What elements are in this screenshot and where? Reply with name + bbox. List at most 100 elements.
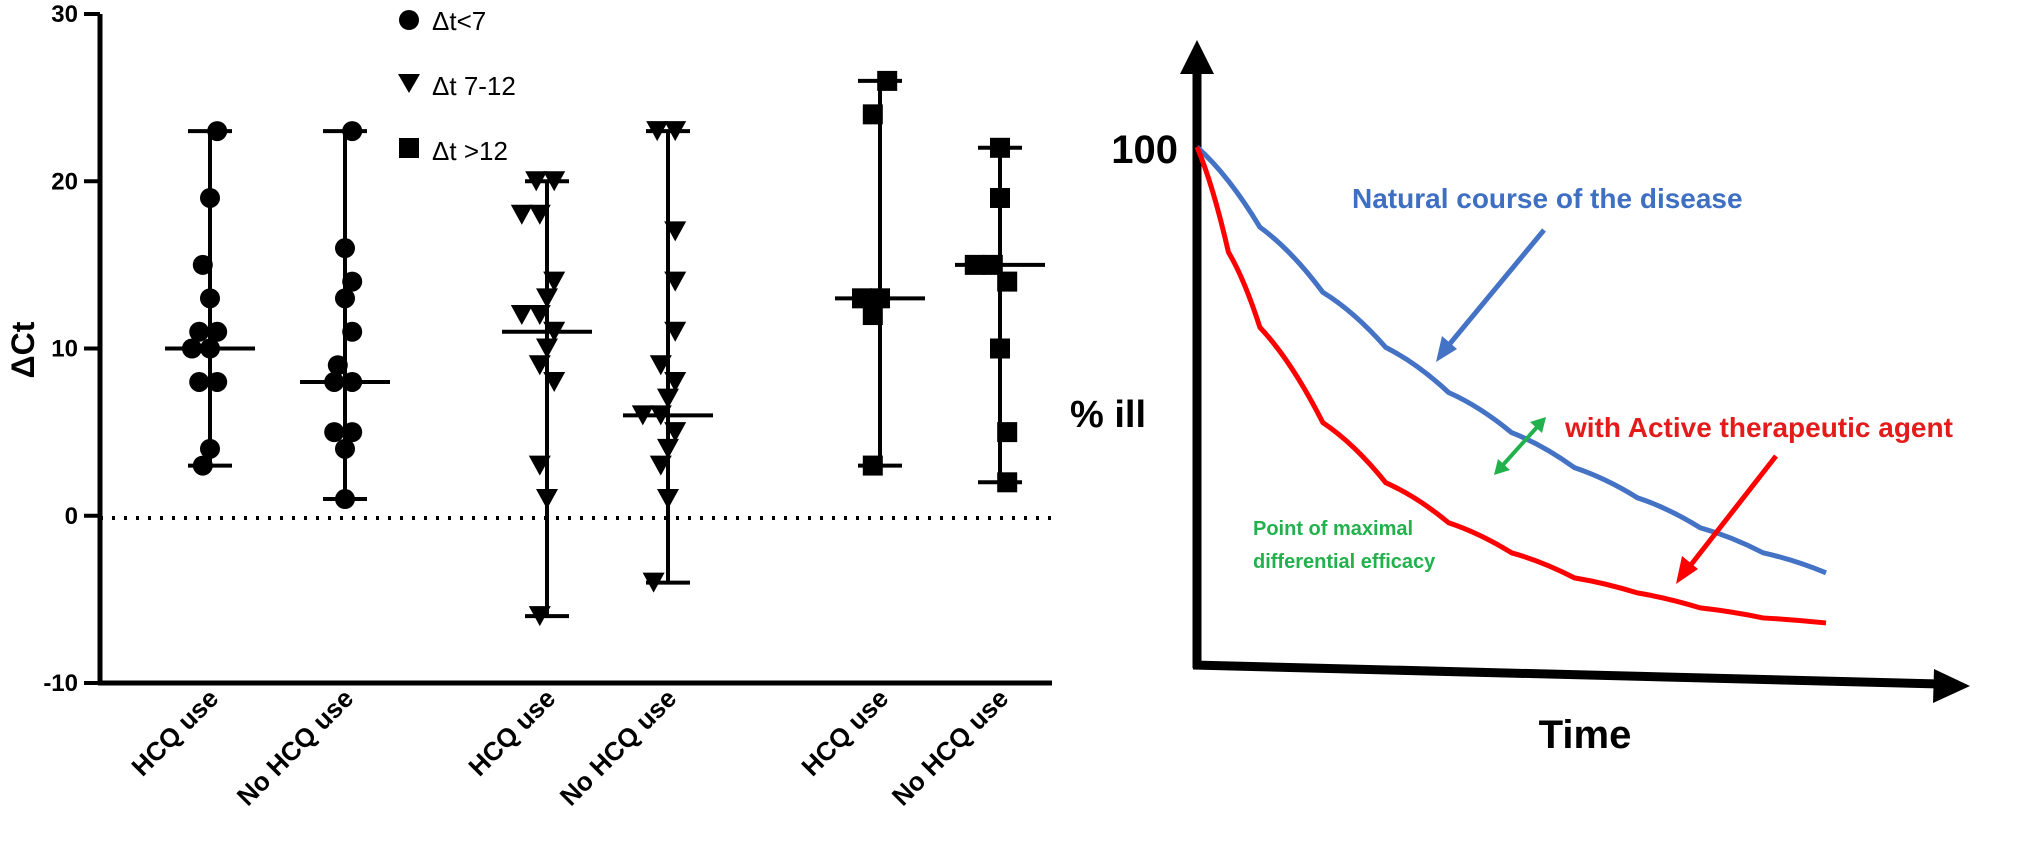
data-point <box>657 489 679 510</box>
data-point <box>543 371 566 392</box>
right-x-axis-line <box>1192 660 1941 689</box>
data-point <box>510 204 533 225</box>
efficacy-arrowhead-down <box>1494 459 1510 475</box>
category-label: No HCQ use <box>886 683 1014 811</box>
data-point <box>990 137 1010 158</box>
y-axis-label: ΔCt <box>5 321 41 378</box>
data-point <box>342 121 363 142</box>
data-point <box>990 338 1010 359</box>
legend-label-square: Δt >12 <box>432 136 508 166</box>
data-point <box>192 254 213 275</box>
red-label-arrow-shaft <box>1688 454 1778 568</box>
blue-label-arrowhead <box>1436 336 1457 362</box>
data-point <box>189 371 210 392</box>
efficacy-annotation-line-1: Point of maximal <box>1253 518 1413 540</box>
efficacy-annotation-line-2: differential efficacy <box>1253 551 1436 573</box>
right-y-axis-label: % ill <box>1070 394 1146 436</box>
category-label: HCQ use <box>795 683 894 782</box>
y-tick-label: 10 <box>51 336 78 363</box>
data-point <box>997 271 1018 292</box>
legend-item-square: Δt >12 <box>399 136 508 166</box>
data-point <box>862 305 883 326</box>
data-point <box>664 221 687 242</box>
blue-series-label: Natural course of the disease <box>1352 183 1743 214</box>
data-point <box>543 271 566 292</box>
data-point <box>528 204 551 225</box>
category-label: No HCQ use <box>554 683 682 811</box>
data-point <box>642 572 665 593</box>
category-label: HCQ use <box>125 683 224 782</box>
data-point <box>536 489 558 510</box>
data-point <box>335 438 355 459</box>
data-point <box>525 171 548 192</box>
data-point <box>649 405 672 426</box>
data-point <box>657 388 679 409</box>
legend-label-circle: Δt<7 <box>432 6 486 36</box>
data-point <box>852 288 872 309</box>
data-point <box>342 371 363 392</box>
data-point <box>528 305 551 326</box>
y-tick-label: 0 <box>65 503 78 530</box>
data-point <box>877 70 898 91</box>
data-point <box>342 321 363 342</box>
data-point <box>335 288 355 309</box>
y-tick-label: -10 <box>43 670 78 697</box>
data-point <box>335 238 355 259</box>
legend: Δt<7 Δt 7-12 Δt >12 <box>398 6 516 166</box>
legend-square-marker <box>399 138 419 158</box>
right-x-axis-arrowhead <box>1933 669 1970 703</box>
data-point <box>528 606 551 627</box>
data-point <box>664 321 687 342</box>
data-point <box>327 355 348 376</box>
data-point <box>657 438 679 459</box>
data-point <box>324 371 345 392</box>
data-point <box>207 121 228 142</box>
data-point <box>200 187 220 208</box>
legend-item-circle: Δt<7 <box>399 6 486 36</box>
data-point <box>664 271 687 292</box>
data-point <box>536 338 558 359</box>
data-point <box>200 438 220 459</box>
right-x-axis-label: Time <box>1539 713 1632 757</box>
group-0 <box>165 121 255 476</box>
data-point <box>664 121 687 142</box>
legend-circle-marker <box>399 10 419 30</box>
legend-triangle-marker <box>398 74 420 93</box>
efficacy-arrowhead-up <box>1530 417 1546 433</box>
data-point <box>342 271 363 292</box>
category-label: No HCQ use <box>231 683 359 811</box>
disease-course-chart: 100 % ill Time Natural course of the dis… <box>1070 40 1970 757</box>
data-point <box>543 171 566 192</box>
red-label-arrowhead <box>1676 556 1698 584</box>
data-point <box>664 422 687 443</box>
data-point <box>870 288 890 309</box>
groups <box>165 70 1045 627</box>
data-point <box>631 405 654 426</box>
legend-item-triangle: Δt 7-12 <box>398 71 516 101</box>
data-point <box>997 472 1018 493</box>
data-point <box>862 455 883 476</box>
data-point <box>189 321 210 342</box>
data-point <box>543 321 566 342</box>
y-tick-label: 20 <box>51 168 78 195</box>
y-ticks: -10 0 10 20 30 <box>43 1 100 697</box>
series-line-1 <box>1194 146 1827 626</box>
data-point <box>964 254 985 275</box>
group-1 <box>300 121 390 510</box>
data-point <box>342 422 363 443</box>
group-5 <box>955 137 1045 493</box>
data-point <box>207 371 228 392</box>
data-point <box>536 288 558 309</box>
red-series-label: with Active therapeutic agent <box>1564 412 1953 443</box>
data-point <box>982 254 1003 275</box>
efficacy-double-arrow-shaft <box>1500 424 1540 468</box>
data-point <box>510 305 533 326</box>
group-3 <box>623 121 713 593</box>
data-point <box>335 489 355 510</box>
data-point <box>664 371 687 392</box>
data-point <box>649 355 672 376</box>
right-y-tick-100: 100 <box>1111 128 1178 172</box>
data-point <box>324 422 345 443</box>
data-point <box>528 355 551 376</box>
